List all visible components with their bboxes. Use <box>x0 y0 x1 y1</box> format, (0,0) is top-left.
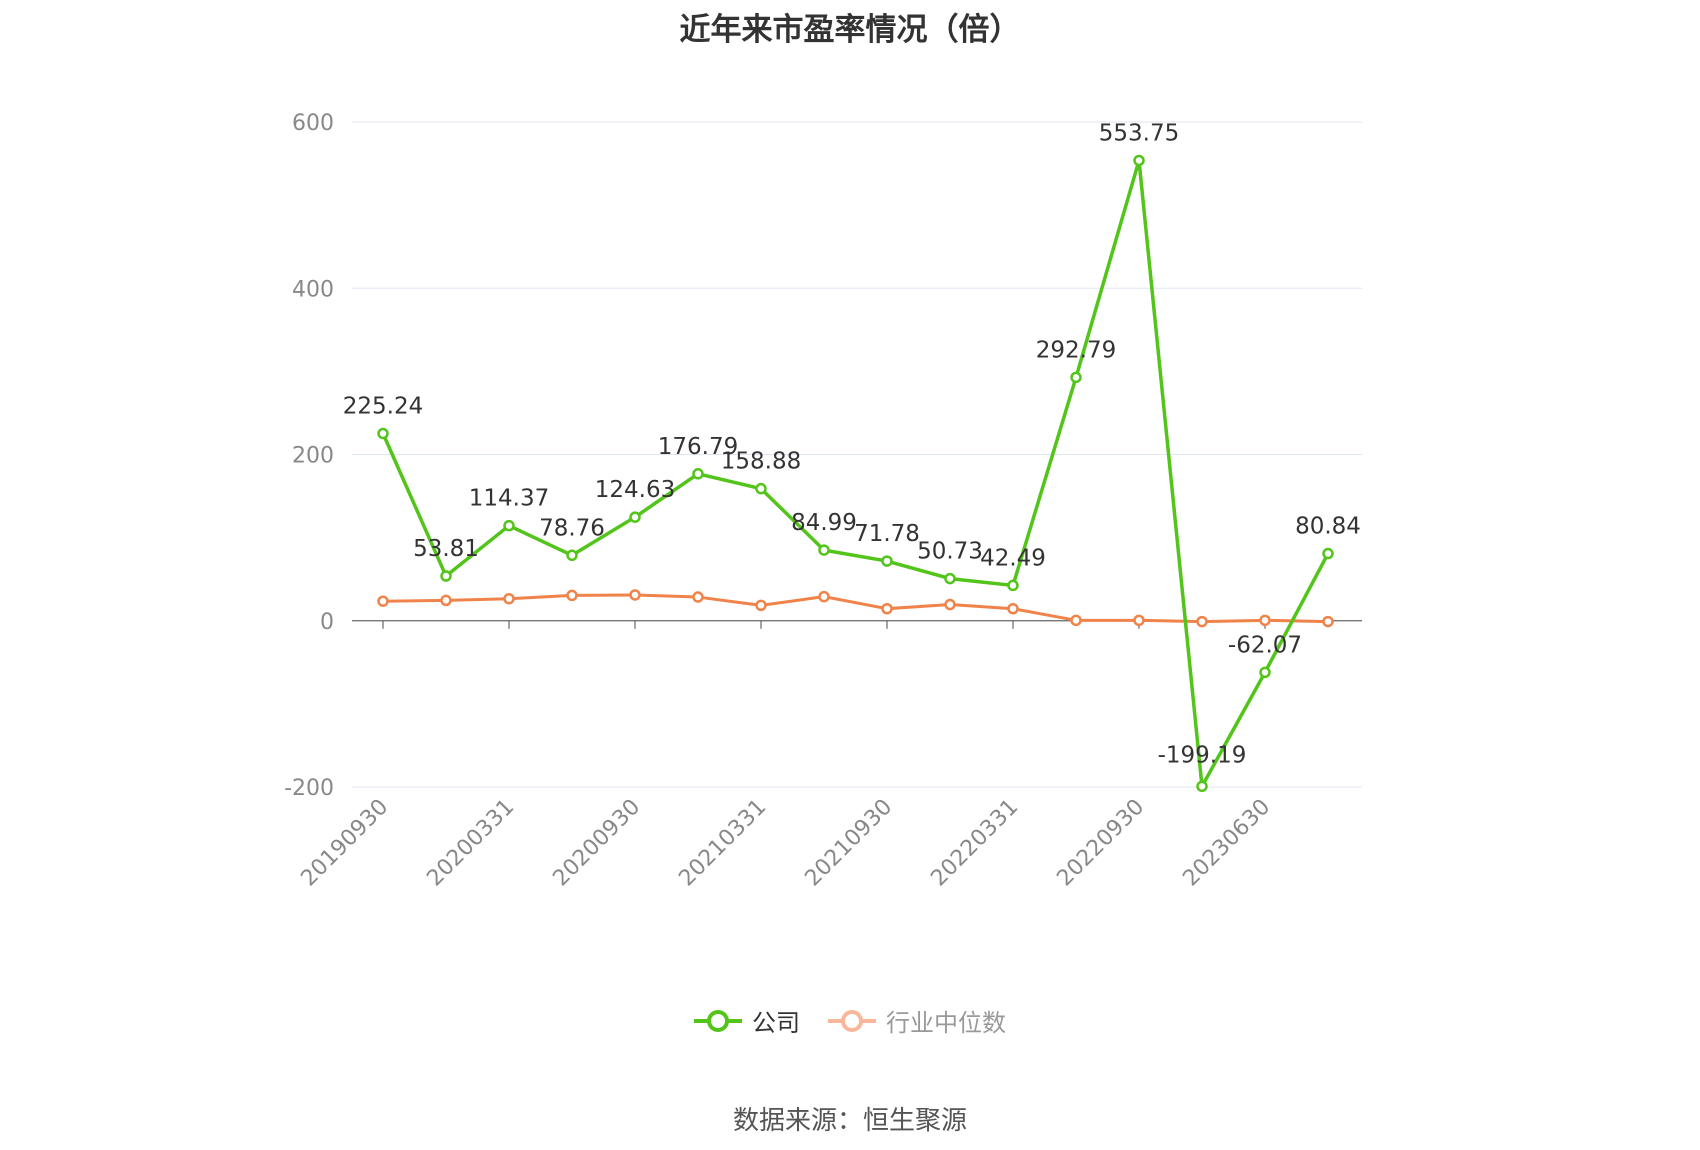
x-tick-label: 20220930 <box>1052 795 1149 892</box>
data-label-company: 124.63 <box>595 477 675 503</box>
x-tick-label: 20190930 <box>296 795 393 892</box>
data-label-company: 80.84 <box>1295 514 1361 540</box>
y-tick-label: 600 <box>292 111 334 136</box>
x-tick-label: 20200331 <box>422 795 519 892</box>
data-label-company: 53.81 <box>413 536 479 562</box>
x-tick-label: 20210331 <box>674 795 771 892</box>
data-label-company: 50.73 <box>917 539 983 565</box>
data-point-company <box>881 555 893 567</box>
data-label-company: 114.37 <box>469 486 549 512</box>
legend: 公司 行业中位数 <box>0 1003 1700 1038</box>
data-point-company <box>503 519 515 532</box>
data-point-company <box>755 482 767 495</box>
data-label-company: 84.99 <box>791 510 857 536</box>
data-point-company <box>818 544 830 556</box>
data-source: 数据来源：恒生聚源 <box>732 1106 967 1136</box>
legend-industry-marker-icon <box>828 1009 876 1032</box>
data-label-company: 176.79 <box>658 434 738 460</box>
data-point-company <box>629 511 641 523</box>
data-label-company: 78.76 <box>539 515 605 541</box>
data-point-company <box>377 427 389 440</box>
y-tick-label: -200 <box>284 776 334 801</box>
data-point-company <box>944 572 956 585</box>
data-label-company: 225.24 <box>343 394 423 420</box>
data-labels: 225.24 53.81 114.37 78.76 124.63 176.79158.88… <box>343 120 1361 768</box>
legend-item-company[interactable]: 公司 <box>694 1003 800 1038</box>
x-tick-label: 20230630 <box>1178 795 1275 892</box>
data-point-company <box>692 468 704 480</box>
legend-label-company: 公司 <box>752 1009 800 1037</box>
data-point-industry <box>1070 614 1082 627</box>
data-point-industry <box>629 589 641 601</box>
data-point-industry <box>881 602 893 615</box>
data-point-company <box>1322 547 1334 560</box>
chart-title: 近年来市盈率情况（倍） <box>679 12 1021 48</box>
data-point-industry <box>944 598 956 611</box>
data-point-company <box>440 570 452 582</box>
data-point-company <box>1259 666 1271 679</box>
data-point-industry <box>440 594 452 607</box>
y-tick-label: 0 <box>320 610 334 635</box>
data-point-industry <box>755 599 767 612</box>
y-tick-label: 400 <box>292 277 334 302</box>
data-point-industry <box>1133 614 1145 627</box>
x-tick-label: 20220331 <box>926 795 1023 892</box>
data-point-company <box>1133 154 1145 167</box>
data-point-industry <box>1007 602 1019 615</box>
data-label-company: 71.78 <box>854 521 920 547</box>
data-point-company <box>566 549 578 562</box>
data-point-company <box>1007 579 1019 592</box>
data-point-industry <box>1259 614 1271 627</box>
data-point-industry <box>1322 615 1334 628</box>
data-point-industry <box>1196 615 1208 628</box>
legend-label-industry: 行业中位数 <box>886 1009 1006 1037</box>
series <box>377 154 1334 793</box>
data-point-industry <box>377 595 389 607</box>
data-point-company <box>1070 371 1082 384</box>
data-label-company: 158.88 <box>721 449 801 475</box>
y-tick-label: 200 <box>292 444 334 469</box>
data-label-company: -199.19 <box>1158 742 1247 768</box>
legend-item-industry[interactable]: 行业中位数 <box>828 1003 1006 1038</box>
data-label-company: 292.79 <box>1036 337 1116 363</box>
x-tick-label: 20210930 <box>800 795 897 892</box>
data-point-industry <box>818 590 830 603</box>
data-label-company: 553.75 <box>1099 120 1179 146</box>
data-label-company: 42.49 <box>980 545 1046 571</box>
data-point-industry <box>692 591 704 603</box>
data-point-company <box>1196 780 1208 793</box>
data-point-industry <box>566 589 578 602</box>
series-line-industry <box>382 593 1329 624</box>
series-line-company <box>381 158 1330 789</box>
x-tick-label: 20200930 <box>548 795 645 892</box>
legend-company-marker-icon <box>694 1009 742 1032</box>
data-point-industry <box>503 592 515 605</box>
data-label-company: -62.07 <box>1228 632 1302 658</box>
grid-lines <box>352 121 1362 788</box>
